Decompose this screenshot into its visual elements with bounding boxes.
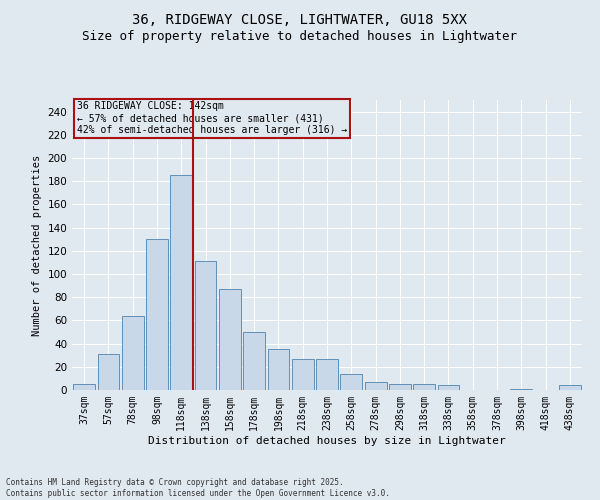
Bar — [365, 382, 386, 390]
Bar — [73, 384, 95, 390]
Bar — [292, 358, 314, 390]
Text: Size of property relative to detached houses in Lightwater: Size of property relative to detached ho… — [83, 30, 517, 43]
Bar — [511, 389, 532, 390]
Text: 36, RIDGEWAY CLOSE, LIGHTWATER, GU18 5XX: 36, RIDGEWAY CLOSE, LIGHTWATER, GU18 5XX — [133, 12, 467, 26]
Text: 36 RIDGEWAY CLOSE: 142sqm
← 57% of detached houses are smaller (431)
42% of semi: 36 RIDGEWAY CLOSE: 142sqm ← 57% of detac… — [77, 102, 347, 134]
Bar — [122, 316, 143, 390]
Bar — [170, 176, 192, 390]
Bar — [194, 261, 217, 390]
Y-axis label: Number of detached properties: Number of detached properties — [32, 154, 42, 336]
Bar — [146, 239, 168, 390]
Bar — [413, 384, 435, 390]
Bar — [316, 358, 338, 390]
Bar — [219, 289, 241, 390]
Bar — [97, 354, 119, 390]
Bar — [243, 332, 265, 390]
Bar — [268, 350, 289, 390]
X-axis label: Distribution of detached houses by size in Lightwater: Distribution of detached houses by size … — [148, 436, 506, 446]
Bar — [389, 384, 411, 390]
Text: Contains HM Land Registry data © Crown copyright and database right 2025.
Contai: Contains HM Land Registry data © Crown c… — [6, 478, 390, 498]
Bar — [340, 374, 362, 390]
Bar — [559, 386, 581, 390]
Bar — [437, 386, 460, 390]
